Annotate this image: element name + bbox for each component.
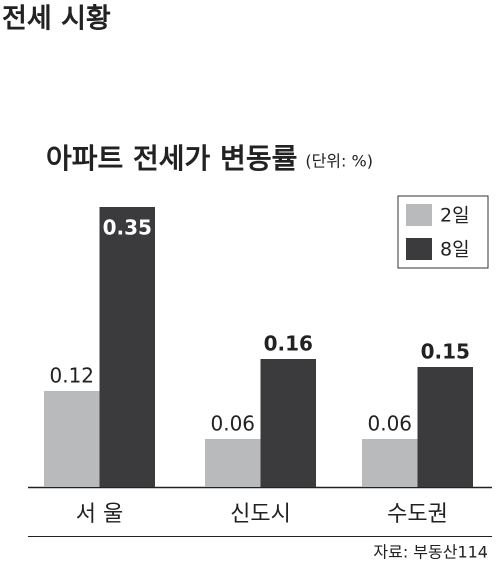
value-label: 0.35 <box>103 216 152 240</box>
value-label: 0.16 <box>264 332 313 356</box>
value-label: 0.06 <box>210 412 255 436</box>
source-note: 자료: 부동산114 <box>373 543 488 562</box>
legend-label: 8일 <box>440 239 470 261</box>
value-label: 0.15 <box>421 340 470 364</box>
bar <box>205 439 261 487</box>
x-tick-label: 서 울 <box>76 502 123 527</box>
bar <box>260 359 316 487</box>
page-heading: 전세 시황 <box>2 4 111 35</box>
legend-swatch <box>406 204 432 226</box>
x-tick-label: 신도시 <box>230 502 291 527</box>
x-tick-label: 수도권 <box>387 502 448 527</box>
legend-swatch <box>406 238 432 260</box>
bar <box>99 207 155 487</box>
value-label: 0.12 <box>49 364 94 388</box>
bar <box>44 391 100 487</box>
bar <box>362 439 418 487</box>
chart-title: 아파트 전세가 변동률 <box>46 142 297 175</box>
legend-label: 2일 <box>440 205 470 227</box>
value-label: 0.06 <box>367 412 412 436</box>
chart-subtitle: (단위: %) <box>305 152 373 171</box>
bar <box>417 367 473 487</box>
